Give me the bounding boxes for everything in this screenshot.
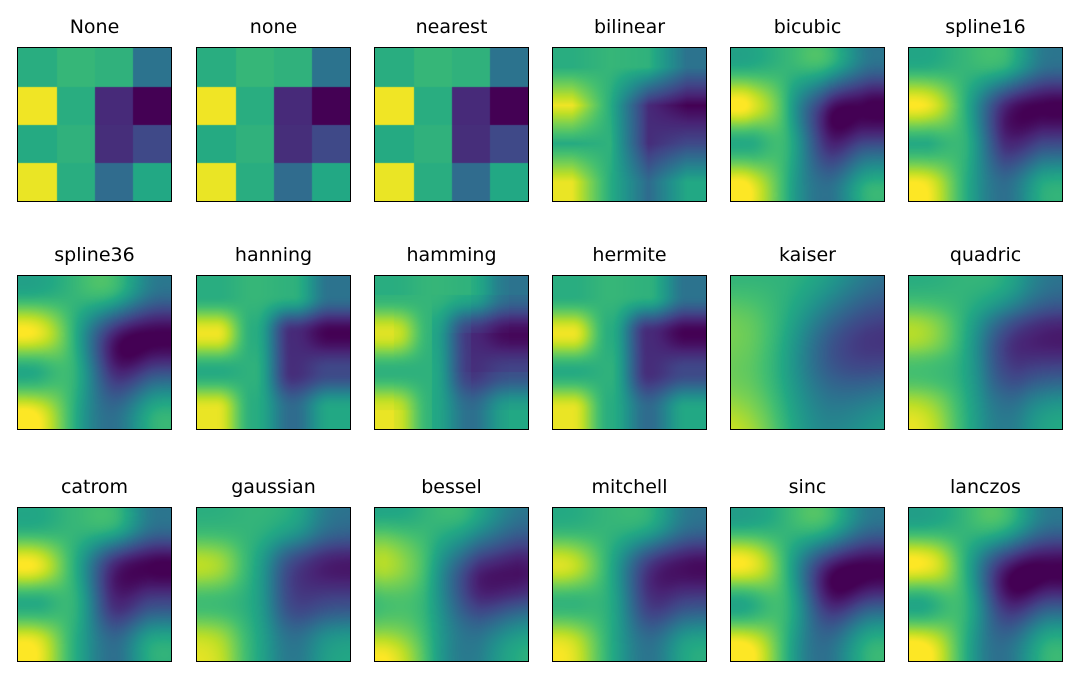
panel-title: bessel bbox=[421, 476, 482, 498]
heatmap-image bbox=[552, 275, 707, 430]
heatmap-image bbox=[196, 47, 351, 202]
panel-title: spline16 bbox=[945, 16, 1026, 38]
heatmap-image bbox=[730, 507, 885, 662]
panel-title: sinc bbox=[788, 476, 827, 498]
panel-title: catrom bbox=[60, 476, 129, 498]
heatmap-image bbox=[908, 507, 1063, 662]
heatmap-image bbox=[908, 275, 1063, 430]
panel-title: nearest bbox=[415, 16, 488, 38]
panel-title: None bbox=[69, 16, 120, 38]
heatmap-image bbox=[196, 275, 351, 430]
panel-title: gaussian bbox=[231, 476, 316, 498]
panel-title: hamming bbox=[406, 244, 497, 266]
heatmap-image bbox=[552, 507, 707, 662]
heatmap-image bbox=[196, 507, 351, 662]
heatmap-image bbox=[17, 507, 172, 662]
panel-title: hermite bbox=[592, 244, 667, 266]
heatmap-image bbox=[908, 47, 1063, 202]
panel-title: bilinear bbox=[593, 16, 666, 38]
panel-title: spline36 bbox=[54, 244, 135, 266]
panel-title: mitchell bbox=[591, 476, 668, 498]
panel-title: bicubic bbox=[773, 16, 842, 38]
heatmap-image bbox=[374, 47, 529, 202]
panel-title: kaiser bbox=[779, 244, 836, 266]
heatmap-image bbox=[17, 275, 172, 430]
panel-title: hanning bbox=[234, 244, 313, 266]
heatmap-image bbox=[374, 507, 529, 662]
heatmap-image bbox=[552, 47, 707, 202]
panel-title: quadric bbox=[949, 244, 1022, 266]
heatmap-image bbox=[730, 47, 885, 202]
heatmap-image bbox=[17, 47, 172, 202]
panel-title: lanczos bbox=[950, 476, 1021, 498]
heatmap-image bbox=[374, 275, 529, 430]
heatmap-image bbox=[730, 275, 885, 430]
panel-title: none bbox=[249, 16, 298, 38]
